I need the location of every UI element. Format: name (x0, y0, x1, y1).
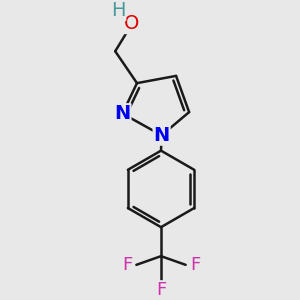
Text: N: N (154, 126, 170, 145)
Text: N: N (114, 104, 130, 123)
Text: F: F (156, 281, 166, 299)
Text: F: F (122, 256, 132, 274)
Text: O: O (124, 14, 139, 33)
Text: F: F (190, 256, 200, 274)
Text: H: H (111, 1, 125, 20)
